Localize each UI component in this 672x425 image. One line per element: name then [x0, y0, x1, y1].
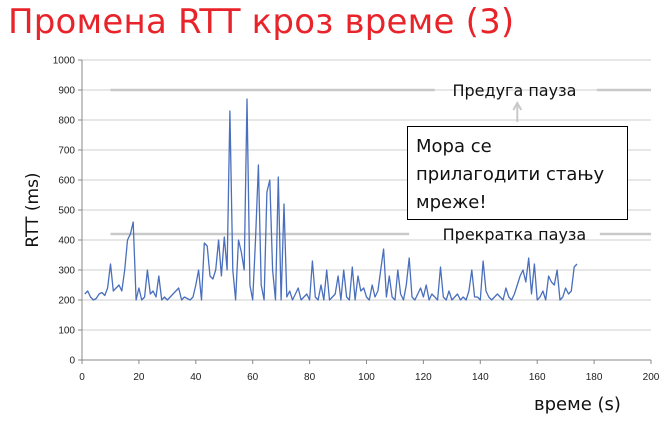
- long-pause-label: Предуга пауза: [452, 81, 576, 100]
- y-tick-label: 900: [58, 86, 75, 97]
- y-axis-label: RTT (ms): [23, 172, 43, 247]
- x-tick-label: 200: [643, 372, 660, 383]
- arrow-head-icon: [512, 100, 523, 111]
- callout-line-1: Мора се: [416, 136, 492, 157]
- y-tick-label: 500: [58, 206, 75, 217]
- short-pause-label: Прекратка пауза: [443, 225, 587, 244]
- slide-title: Промена RTT кроз време (3): [8, 2, 515, 42]
- x-axis-label: време (s): [534, 394, 621, 415]
- y-tick-label: 600: [58, 176, 75, 187]
- x-tick-label: 60: [247, 372, 259, 383]
- callout-line-3: мреже!: [416, 192, 487, 213]
- y-tick-label: 700: [58, 146, 75, 157]
- x-tick-label: 20: [133, 372, 145, 383]
- y-tick-label: 400: [58, 236, 75, 247]
- x-tick-label: 180: [586, 372, 603, 383]
- x-tick-label: 120: [415, 372, 432, 383]
- rtt-series-line: [84, 98, 578, 301]
- callout-line-2: прилагодити стању: [416, 164, 605, 185]
- x-tick-label: 140: [472, 372, 489, 383]
- y-tick-label: 300: [58, 266, 75, 277]
- y-tick-label: 800: [58, 116, 75, 127]
- y-tick-label: 200: [58, 296, 75, 307]
- x-tick-label: 100: [358, 372, 375, 383]
- x-tick-label: 160: [529, 372, 546, 383]
- x-tick-label: 0: [79, 372, 85, 383]
- y-tick-label: 100: [58, 326, 75, 337]
- chart-axes: 0 100 200 300 400 500 600 700 800 900 1000 0 20 40 60 8…: [53, 56, 660, 384]
- y-tick-label: 1000: [53, 56, 76, 67]
- callout-box: Мора се прилагодити стању мреже!: [407, 126, 628, 220]
- x-tick-label: 40: [190, 372, 202, 383]
- chart-series: [84, 98, 578, 301]
- y-tick-label: 0: [69, 356, 75, 367]
- x-tick-label: 80: [304, 372, 316, 383]
